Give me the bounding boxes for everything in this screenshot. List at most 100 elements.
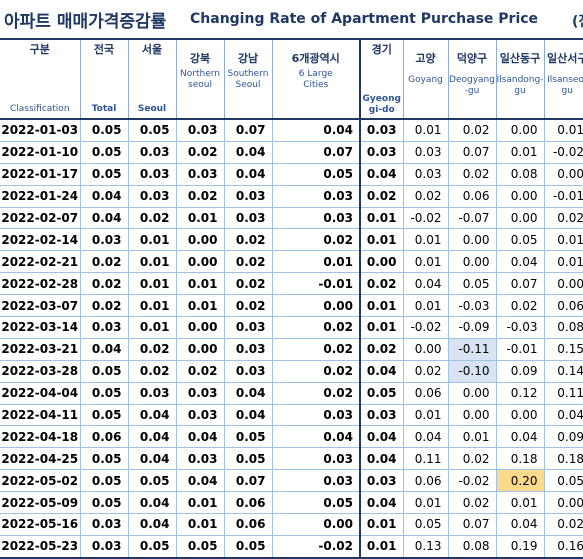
- cell-total: 0.02: [79, 272, 128, 296]
- row-date: 2022-05-16: [0, 513, 80, 536]
- cell-goyang: 0.11: [402, 447, 448, 471]
- cell-ilsanseo: 0.18: [543, 447, 583, 471]
- row-date: 2022-02-14: [0, 228, 80, 252]
- row-date: 2022-01-03: [0, 119, 80, 142]
- cell-goyang: 0.02: [402, 360, 448, 383]
- cell-gyeonggi: 0.05: [359, 382, 403, 405]
- cell-northern-seoul: 0.00: [175, 250, 224, 274]
- cell-southern-seoul: 0.04: [223, 404, 272, 427]
- row-date: 2022-01-10: [0, 141, 80, 164]
- table-row: 2022-03-14 0.03 0.01 0.00 0.03 0.02 0.01 -0.02-…: [0, 316, 583, 339]
- cell-6-large-cities: 0.02: [271, 316, 360, 339]
- row-date: 2022-04-18: [0, 425, 80, 449]
- row-date: 2022-04-04: [0, 382, 80, 405]
- cell-seoul: 0.02: [127, 207, 176, 230]
- cell-southern-seoul: 0.03: [223, 185, 272, 208]
- cell-southern-seoul: 0.02: [223, 228, 272, 252]
- table-row: 2022-01-17 0.05 0.03 0.03 0.04 0.05 0.04 0.03 0.…: [0, 163, 583, 186]
- table-row: 2022-04-18 0.06 0.04 0.04 0.05 0.04 0.04 0.04 0.…: [0, 425, 583, 449]
- cell-ilsanseo: 0.01: [543, 119, 583, 142]
- cell-goyang: 0.01: [402, 250, 448, 274]
- cell-ilsandong: 0.00: [495, 404, 544, 427]
- cell-total: 0.05: [79, 141, 128, 164]
- row-date: 2022-02-21: [0, 250, 80, 274]
- cell-goyang: 0.01: [402, 404, 448, 427]
- header-classification: 구분 Classification: [0, 38, 80, 120]
- header-seoul: 서울 Seoul: [127, 38, 176, 120]
- cell-deogyang: 0.06: [447, 185, 496, 208]
- cell-northern-seoul: 0.01: [175, 272, 224, 296]
- cell-seoul: 0.04: [127, 513, 176, 536]
- header-gyeonggi: 경기 Gyeonggi-do: [359, 38, 403, 120]
- cell-ilsanseo: -0.02: [543, 141, 583, 164]
- cell-gyeonggi: 0.04: [359, 447, 403, 471]
- title-bar: 아파트 매매가격증감률 Changing Rate of Apartment P…: [0, 0, 583, 38]
- cell-seoul: 0.04: [127, 425, 176, 449]
- cell-southern-seoul: 0.03: [223, 360, 272, 383]
- cell-northern-seoul: 0.01: [175, 491, 224, 515]
- cell-southern-seoul: 0.06: [223, 513, 272, 536]
- cell-gyeonggi: 0.04: [359, 360, 403, 383]
- cell-total: 0.03: [79, 228, 128, 252]
- cell-gyeonggi: 0.01: [359, 228, 403, 252]
- header-ilsanseo: 일산서구Ilsanseo-gu: [543, 38, 583, 120]
- cell-ilsanseo: 0.02: [543, 513, 583, 536]
- row-date: 2022-02-28: [0, 272, 80, 296]
- cell-total: 0.05: [79, 382, 128, 405]
- cell-6-large-cities: 0.02: [271, 228, 360, 252]
- cell-gyeonggi: 0.01: [359, 316, 403, 339]
- cell-southern-seoul: 0.05: [223, 447, 272, 471]
- table-row: 2022-04-04 0.05 0.03 0.03 0.04 0.02 0.05 0.06 0.…: [0, 382, 583, 405]
- table-row: 2022-05-23 0.03 0.05 0.05 0.05 -0.02 0.01 0.13 0…: [0, 535, 583, 559]
- page-title-english: Changing Rate of Apartment Purchase Pric…: [190, 11, 539, 27]
- cell-ilsanseo: -0.01: [543, 185, 583, 208]
- cell-gyeonggi: 0.01: [359, 294, 403, 318]
- price-change-table: 구분 Classification 전국 Total 서울 Seoul 강북 North…: [0, 38, 583, 559]
- cell-deogyang: 0.00: [447, 382, 496, 405]
- cell-seoul: 0.01: [127, 316, 176, 339]
- table-row: 2022-01-10 0.05 0.03 0.02 0.04 0.07 0.03 0.03 0.…: [0, 141, 583, 164]
- header-goyang: 고양 Goyang: [402, 38, 448, 120]
- cell-northern-seoul: 0.03: [175, 382, 224, 405]
- table-row: 2022-02-28 0.02 0.01 0.01 0.02 -0.01 0.02 0.04 0…: [0, 272, 583, 296]
- header-row: 구분 Classification 전국 Total 서울 Seoul 강북 North…: [0, 38, 583, 120]
- cell-ilsandong: 0.05: [495, 228, 544, 252]
- cell-seoul: 0.03: [127, 185, 176, 208]
- cell-deogyang: -0.02: [447, 469, 496, 493]
- cell-goyang: -0.02: [402, 316, 448, 339]
- cell-6-large-cities: -0.01: [271, 272, 360, 296]
- table-row: 2022-05-16 0.03 0.04 0.01 0.06 0.00 0.01 0.05 0.…: [0, 513, 583, 536]
- header-total: 전국 Total: [79, 38, 128, 120]
- cell-ilsandong: 0.01: [495, 491, 544, 515]
- row-date: 2022-04-11: [0, 404, 80, 427]
- cell-goyang: 0.03: [402, 141, 448, 164]
- row-date: 2022-01-17: [0, 163, 80, 186]
- cell-ilsandong: 0.12: [495, 382, 544, 405]
- cell-ilsandong: 0.00: [495, 207, 544, 230]
- cell-6-large-cities: 0.05: [271, 163, 360, 186]
- cell-southern-seoul: 0.02: [223, 250, 272, 274]
- cell-ilsanseo: 0.00: [543, 491, 583, 515]
- cell-6-large-cities: 0.04: [271, 425, 360, 449]
- cell-goyang: 0.01: [402, 294, 448, 318]
- unit-note: (전: [572, 14, 583, 30]
- header-ilsandong: 일산동구 Ilsandong-gu: [495, 38, 544, 120]
- row-date: 2022-05-23: [0, 535, 80, 559]
- cell-gyeonggi: 0.04: [359, 425, 403, 449]
- cell-deogyang: 0.00: [447, 404, 496, 427]
- cell-total: 0.06: [79, 425, 128, 449]
- cell-northern-seoul: 0.04: [175, 469, 224, 493]
- cell-deogyang: 0.07: [447, 141, 496, 164]
- header-deogyang: 덕양구 Deogyang-gu: [447, 38, 496, 120]
- cell-seoul: 0.04: [127, 404, 176, 427]
- cell-seoul: 0.04: [127, 447, 176, 471]
- table-row: 2022-03-28 0.05 0.02 0.02 0.03 0.02 0.04 0.02 -0…: [0, 360, 583, 383]
- cell-northern-seoul: 0.01: [175, 294, 224, 318]
- cell-6-large-cities: 0.00: [271, 513, 360, 536]
- row-date: 2022-04-25: [0, 447, 80, 471]
- cell-ilsandong: 0.00: [495, 119, 544, 142]
- cell-northern-seoul: 0.02: [175, 141, 224, 164]
- table-row: 2022-04-25 0.05 0.04 0.03 0.05 0.03 0.04 0.11 0.…: [0, 447, 583, 471]
- cell-ilsandong: 0.04: [495, 425, 544, 449]
- cell-deogyang: 0.05: [447, 272, 496, 296]
